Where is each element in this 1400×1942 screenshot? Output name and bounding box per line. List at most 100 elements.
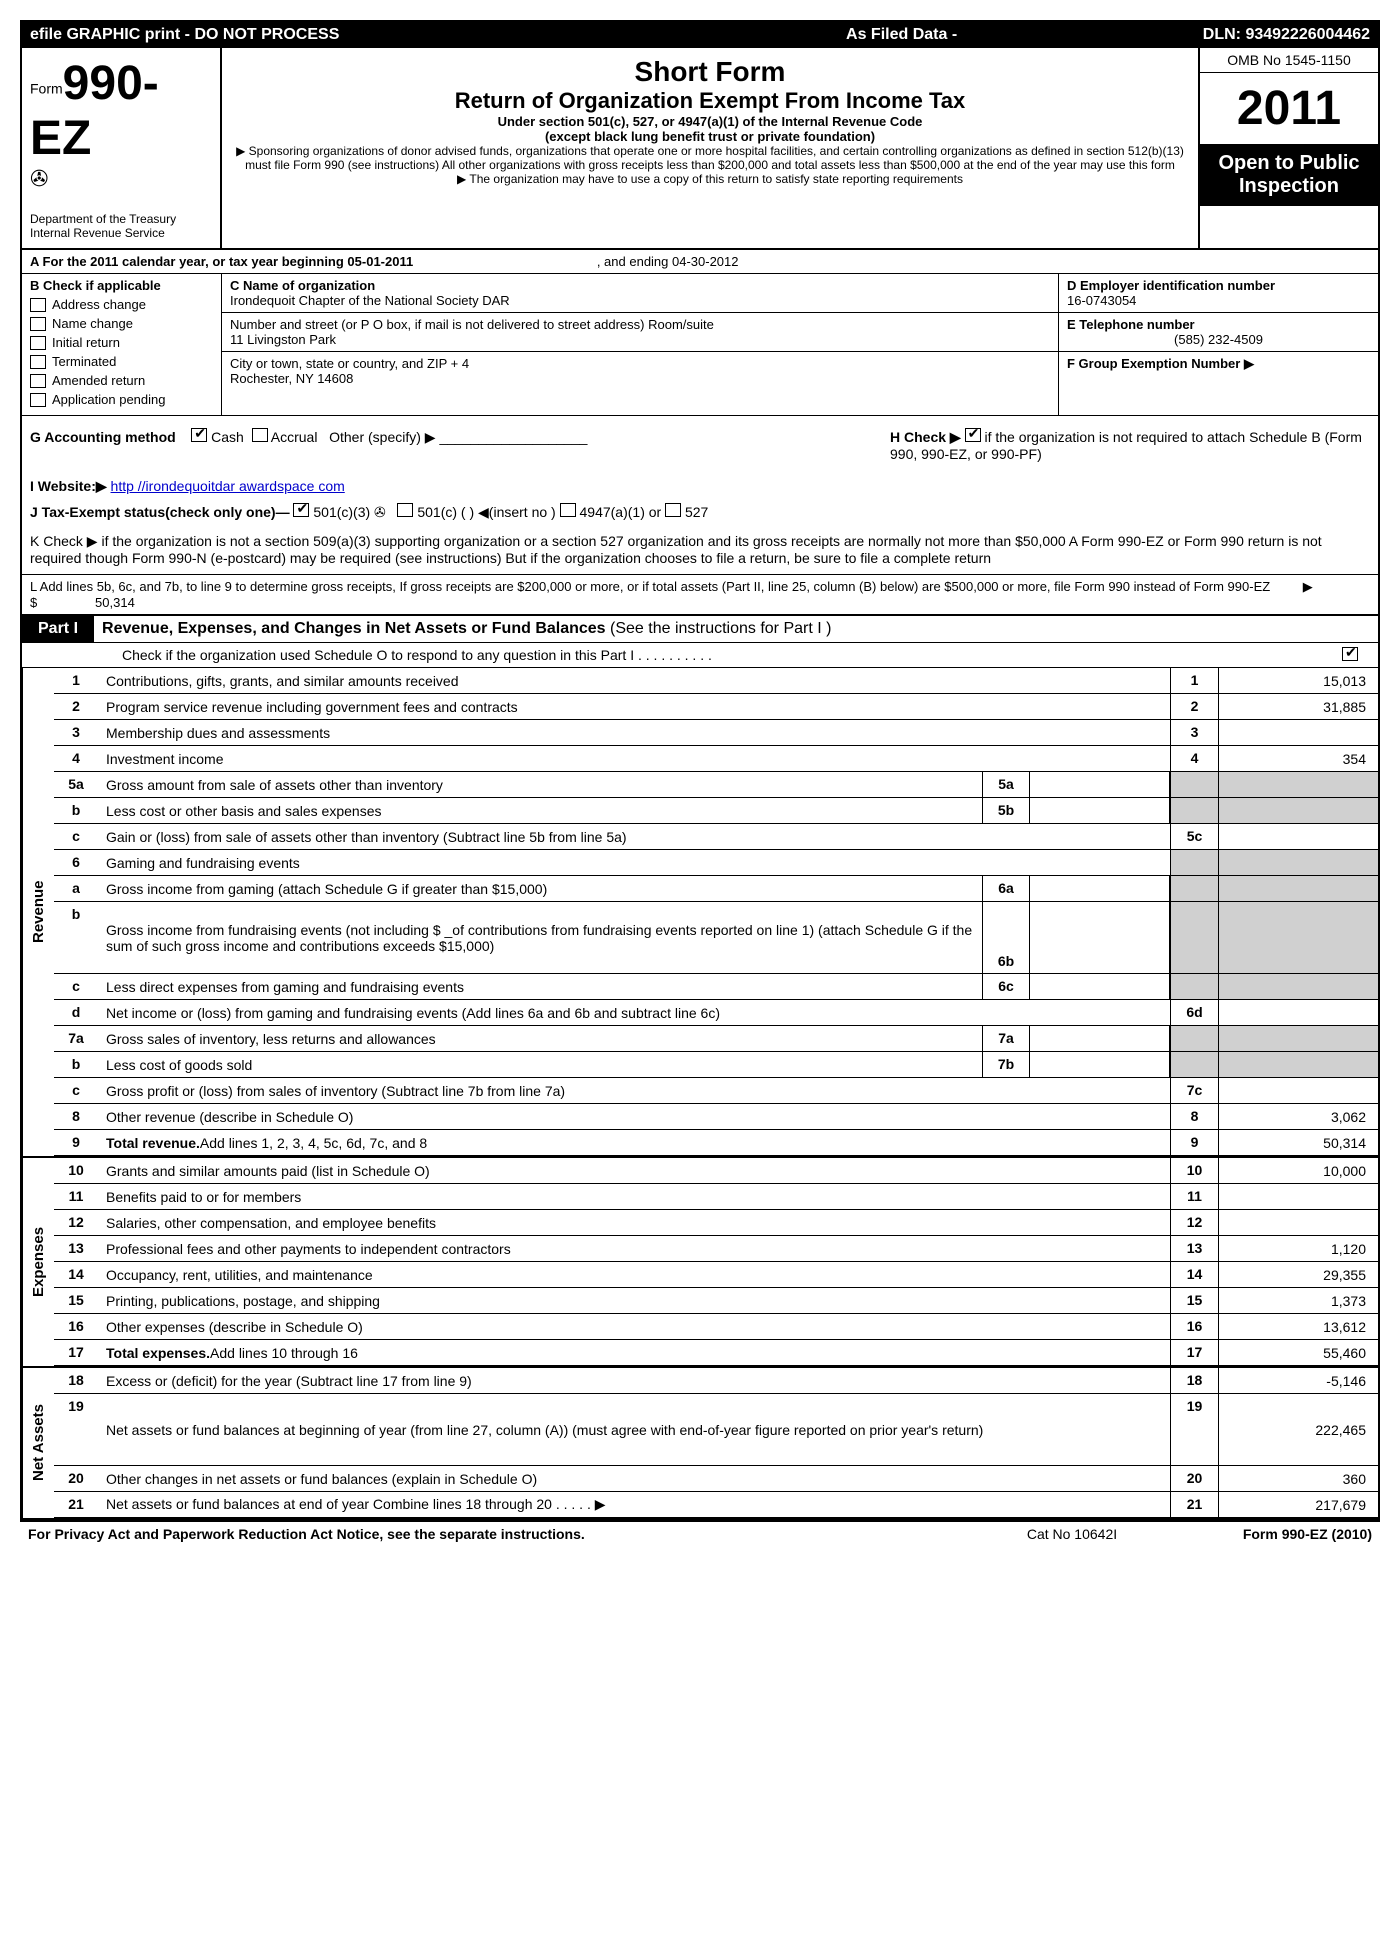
line-desc: Gross profit or (loss) from sales of inv… <box>98 1078 1170 1103</box>
row-j: J Tax-Exempt status(check only one)— ✔ 5… <box>22 499 1378 525</box>
h-text: if the organization is not required to a… <box>890 429 1362 462</box>
cb-terminated: Terminated <box>30 354 213 369</box>
line-desc: Printing, publications, postage, and shi… <box>98 1288 1170 1313</box>
line-number: 20 <box>54 1466 98 1491</box>
line-number: 7a <box>54 1026 98 1051</box>
cb-cash[interactable]: ✔ <box>191 428 207 442</box>
line-mid-num: 6c <box>982 974 1030 999</box>
checkbox-icon[interactable] <box>30 355 46 369</box>
checkbox-icon[interactable] <box>30 336 46 350</box>
line-right-val <box>1218 974 1378 999</box>
street-label: Number and street (or P O box, if mail i… <box>230 317 1050 332</box>
line-right-val <box>1218 1210 1378 1235</box>
line-mid-val <box>1030 1052 1170 1077</box>
cb-4947[interactable] <box>560 503 576 517</box>
line-desc: Salaries, other compensation, and employ… <box>98 1210 1170 1235</box>
line-number: 6 <box>54 850 98 875</box>
line-mid-num: 6b <box>982 902 1030 973</box>
org-name: Irondequoit Chapter of the National Soci… <box>230 293 1050 308</box>
part1-check-row: Check if the organization used Schedule … <box>22 643 1378 668</box>
line-number: 5a <box>54 772 98 797</box>
line-row: 20Other changes in net assets or fund ba… <box>54 1466 1378 1492</box>
row-k: K Check ▶ if the organization is not a s… <box>22 525 1378 575</box>
info-row: B Check if applicable Address change Nam… <box>22 274 1378 416</box>
line-number: 18 <box>54 1368 98 1393</box>
line-number: 3 <box>54 720 98 745</box>
line-right-num <box>1170 902 1218 973</box>
line-desc: Investment income <box>98 746 1170 771</box>
line-desc: Occupancy, rent, utilities, and maintena… <box>98 1262 1170 1287</box>
line-right-val <box>1218 1184 1378 1209</box>
line-right-num: 15 <box>1170 1288 1218 1313</box>
line-right-num: 10 <box>1170 1158 1218 1183</box>
line-row: 17Total expenses. Add lines 10 through 1… <box>54 1340 1378 1366</box>
line-right-num: 7c <box>1170 1078 1218 1103</box>
cb-527[interactable] <box>665 503 681 517</box>
netassets-label: Net Assets <box>22 1368 54 1518</box>
line-desc: Membership dues and assessments <box>98 720 1170 745</box>
line-right-num: 17 <box>1170 1340 1218 1365</box>
section-a-ending: , and ending 04-30-2012 <box>597 254 739 269</box>
line-row: 5aGross amount from sale of assets other… <box>54 772 1378 798</box>
line-right-num <box>1170 1052 1218 1077</box>
checkbox-icon[interactable] <box>30 393 46 407</box>
line-row: 6Gaming and fundraising events <box>54 850 1378 876</box>
line-row: 13Professional fees and other payments t… <box>54 1236 1378 1262</box>
line-desc: Benefits paid to or for members <box>98 1184 1170 1209</box>
line-number: 11 <box>54 1184 98 1209</box>
line-desc: Total expenses. Add lines 10 through 16 <box>98 1340 1170 1365</box>
line-number: 16 <box>54 1314 98 1339</box>
gross-receipts: 50,314 <box>95 595 135 610</box>
line-desc: Gross amount from sale of assets other t… <box>98 772 982 797</box>
line-right-num <box>1170 1026 1218 1051</box>
line-row: 18Excess or (deficit) for the year (Subt… <box>54 1368 1378 1394</box>
section-a-label: A For the 2011 calendar year, or tax yea… <box>30 254 413 269</box>
line-right-val: 222,465 <box>1218 1394 1378 1465</box>
line-number: 10 <box>54 1158 98 1183</box>
header-right: OMB No 1545-1150 2011 Open to Public Ins… <box>1198 48 1378 248</box>
line-mid-num: 6a <box>982 876 1030 901</box>
website-link[interactable]: http //irondequoitdar awardspace com <box>111 478 345 494</box>
cb-amended: Amended return <box>30 373 213 388</box>
cb-address-change: Address change <box>30 297 213 312</box>
line-right-val <box>1218 824 1378 849</box>
row-i: I Website:▶ http //irondequoitdar awards… <box>22 474 1378 499</box>
line-desc: Contributions, gifts, grants, and simila… <box>98 668 1170 693</box>
cb-schedule-b[interactable]: ✔ <box>965 428 981 442</box>
header-center: Short Form Return of Organization Exempt… <box>222 48 1198 248</box>
footer-right: Form 990-EZ (2010) <box>1172 1526 1372 1542</box>
expenses-section: Expenses 10Grants and similar amounts pa… <box>22 1158 1378 1368</box>
line-mid-val <box>1030 876 1170 901</box>
line-row: bLess cost or other basis and sales expe… <box>54 798 1378 824</box>
line-row: 2Program service revenue including gover… <box>54 694 1378 720</box>
top-bar: efile GRAPHIC print - DO NOT PROCESS As … <box>22 22 1378 48</box>
header-row: Form990-EZ ✇ Department of the Treasury … <box>22 48 1378 250</box>
line-right-num: 13 <box>1170 1236 1218 1261</box>
header-left: Form990-EZ ✇ Department of the Treasury … <box>22 48 222 248</box>
line-number: 13 <box>54 1236 98 1261</box>
line-right-num: 21 <box>1170 1492 1218 1517</box>
line-number: c <box>54 824 98 849</box>
part1-header: Part I Revenue, Expenses, and Changes in… <box>22 616 1378 643</box>
line-right-num: 8 <box>1170 1104 1218 1129</box>
line-right-num: 4 <box>1170 746 1218 771</box>
line-row: 7aGross sales of inventory, less returns… <box>54 1026 1378 1052</box>
line-right-val: 1,120 <box>1218 1236 1378 1261</box>
cb-schedule-o[interactable]: ✔ <box>1342 647 1358 661</box>
checkbox-icon[interactable] <box>30 317 46 331</box>
line-right-val: 1,373 <box>1218 1288 1378 1313</box>
line-right-val: 50,314 <box>1218 1130 1378 1155</box>
cb-accrual[interactable] <box>252 428 268 442</box>
line-row: cGross profit or (loss) from sales of in… <box>54 1078 1378 1104</box>
line-right-val <box>1218 720 1378 745</box>
footer-mid: Cat No 10642I <box>972 1526 1172 1542</box>
checkbox-icon[interactable] <box>30 298 46 312</box>
line-right-num: 3 <box>1170 720 1218 745</box>
line-right-num <box>1170 798 1218 823</box>
cb-501c3[interactable]: ✔ <box>293 503 309 517</box>
cb-501c[interactable] <box>397 503 413 517</box>
g-label: G Accounting method <box>30 429 176 445</box>
checkbox-icon[interactable] <box>30 374 46 388</box>
line-row: 11Benefits paid to or for members11 <box>54 1184 1378 1210</box>
line-row: aGross income from gaming (attach Schedu… <box>54 876 1378 902</box>
